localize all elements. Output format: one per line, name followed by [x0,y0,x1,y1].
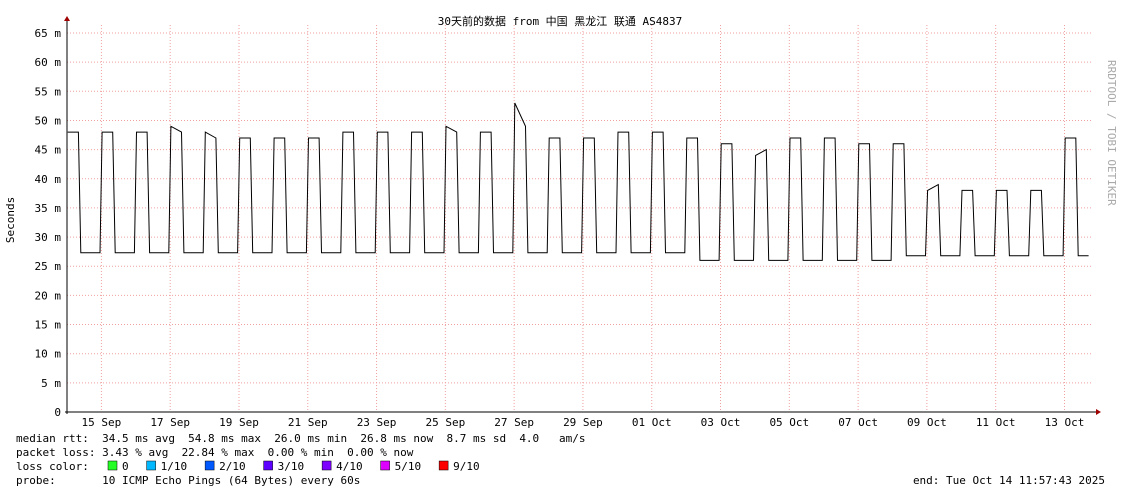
y-tick-label: 60 m [35,56,62,69]
legend-label: 4/10 [336,460,363,473]
median-line [67,102,1089,261]
legend-label: 9/10 [453,460,480,473]
y-tick-label: 20 m [35,289,62,302]
y-tick-label: 0 [54,406,61,419]
loss-title: loss color: [16,460,89,473]
x-tick-label: 25 Sep [425,416,465,429]
x-tick-label: 13 Oct [1045,416,1085,429]
legend-label: 2/10 [219,460,246,473]
x-tick-label: 01 Oct [632,416,672,429]
legend-swatch [263,460,273,471]
y-axis-label: Seconds [4,197,17,243]
y-tick-label: 5 m [41,377,61,390]
side-text: RRDTOOL / TOBI OETIKER [1105,60,1118,206]
legend-label: 0 [122,460,129,473]
y-tick-label: 35 m [35,202,62,215]
y-tick-label: 55 m [35,85,62,98]
legend-swatch [380,460,390,471]
arrow [1096,409,1101,415]
x-tick-label: 21 Sep [288,416,328,429]
x-tick-label: 11 Oct [976,416,1016,429]
y-tick-label: 15 m [35,319,62,332]
x-tick-label: 19 Sep [219,416,259,429]
x-tick-label: 27 Sep [494,416,534,429]
x-tick-label: 23 Sep [357,416,397,429]
y-tick-label: 50 m [35,114,62,127]
legend-swatch [204,460,215,471]
stats-line: packet loss: 3.43 % avg 22.84 % max 0.00… [16,446,414,459]
stats-line: median rtt: 34.5 ms avg 54.8 ms max 26.0… [16,432,586,445]
y-tick-label: 25 m [35,260,62,273]
x-tick-label: 29 Sep [563,416,603,429]
y-tick-label: 30 m [35,231,62,244]
legend-swatch [321,460,332,471]
x-tick-label: 09 Oct [907,416,947,429]
legend-swatch [438,460,449,471]
legend-label: 3/10 [278,460,305,473]
probe: probe: 10 ICMP Echo Pings (64 Bytes) eve… [16,474,360,487]
x-tick-label: 15 Sep [82,416,122,429]
y-tick-label: 45 m [35,144,62,157]
legend-swatch [107,460,118,471]
arrow [64,16,70,21]
legend-label: 1/10 [161,460,188,473]
x-tick-label: 07 Oct [838,416,878,429]
y-tick-label: 65 m [35,27,62,40]
legend-swatch [146,460,156,471]
x-tick-label: 05 Oct [769,416,809,429]
y-tick-label: 40 m [35,173,62,186]
chart-title: 30天前的数据 from 中国 黑龙江 联通 AS4837 [438,14,683,28]
y-tick-label: 10 m [35,348,62,361]
end-time: end: Tue Oct 14 11:57:43 2025 [913,474,1105,487]
x-tick-label: 03 Oct [701,416,741,429]
legend-label: 5/10 [395,460,422,473]
x-tick-label: 17 Sep [150,416,190,429]
